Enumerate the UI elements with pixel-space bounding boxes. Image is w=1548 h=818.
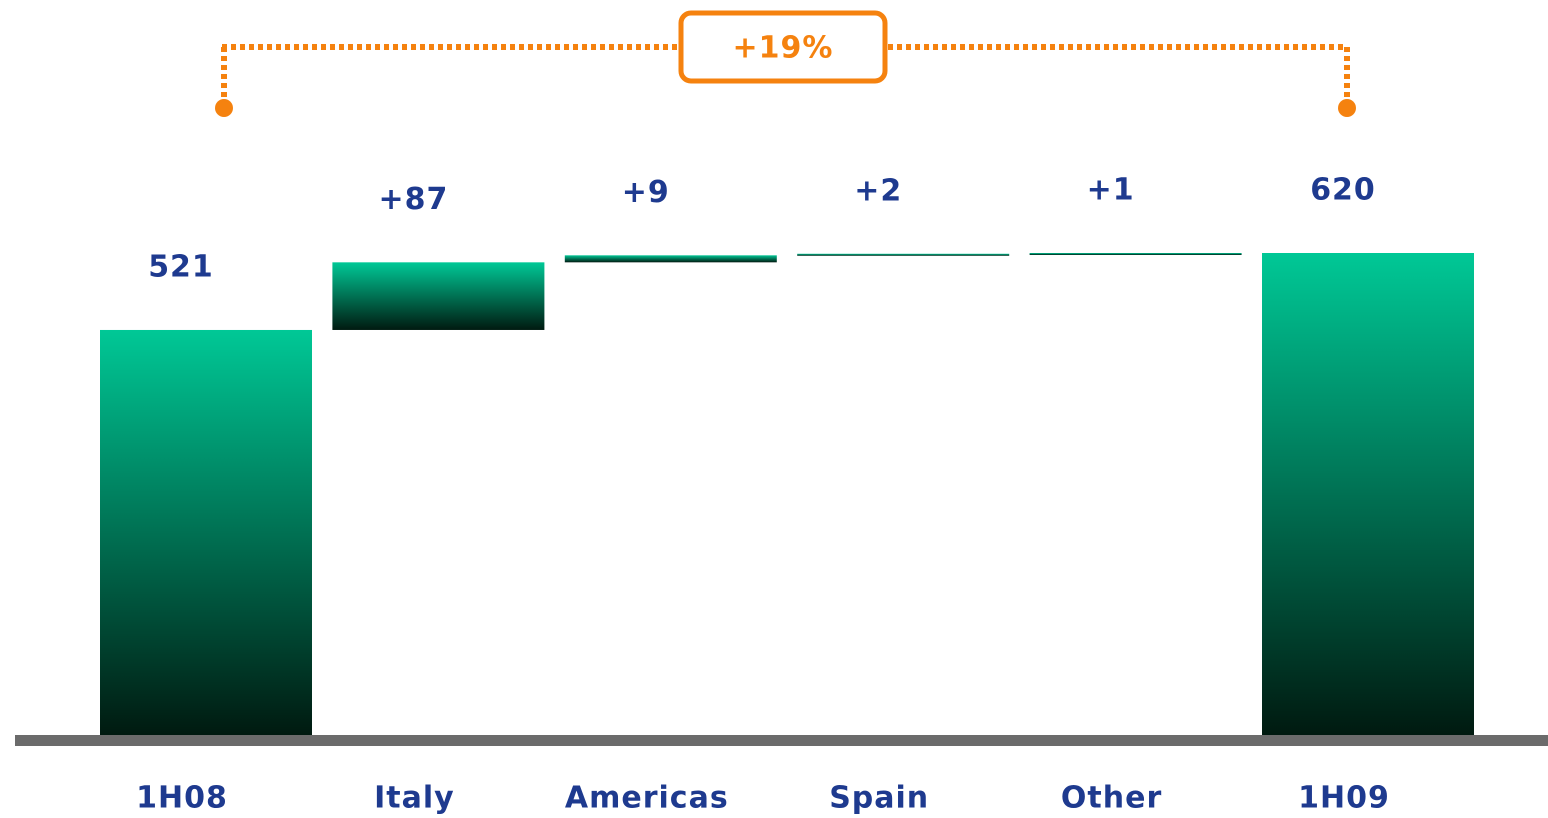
bar bbox=[1029, 253, 1242, 255]
bar bbox=[797, 253, 1010, 256]
x-tick-label: Spain bbox=[829, 781, 929, 816]
x-tick-label: Other bbox=[1061, 781, 1162, 816]
bar bbox=[1262, 253, 1474, 735]
annotation: +19% bbox=[733, 31, 834, 66]
bar bbox=[332, 262, 545, 330]
bar bbox=[564, 255, 777, 263]
value-label: +1 bbox=[1087, 173, 1135, 208]
value-label: +9 bbox=[622, 175, 670, 210]
x-tick-label: 1H08 bbox=[136, 781, 228, 816]
bracket-dot bbox=[1338, 99, 1356, 117]
x-tick-label: Americas bbox=[565, 781, 729, 816]
value-label: 620 bbox=[1310, 173, 1376, 208]
value-label: +87 bbox=[378, 182, 448, 217]
value-label: +2 bbox=[854, 173, 902, 208]
bracket-dot bbox=[215, 99, 233, 117]
value-label: 521 bbox=[148, 249, 214, 284]
annotation-box bbox=[678, 10, 888, 84]
baseline bbox=[15, 735, 1548, 746]
bar bbox=[100, 329, 312, 735]
x-tick-label: Italy bbox=[374, 781, 455, 816]
growth-bracket bbox=[221, 44, 1350, 100]
x-tick-label: 1H09 bbox=[1298, 781, 1390, 816]
